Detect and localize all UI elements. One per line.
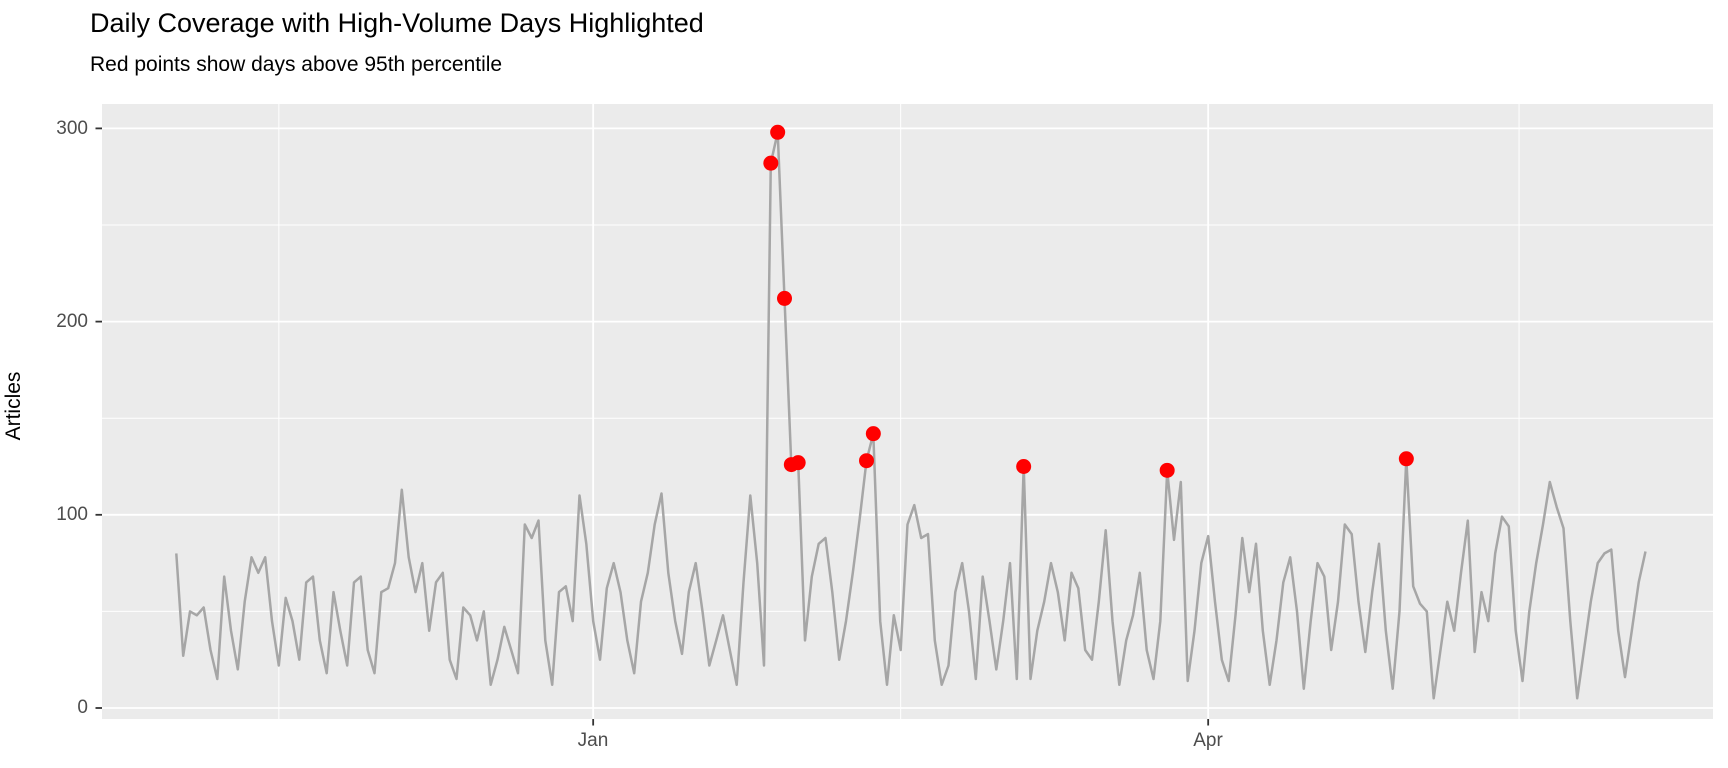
coverage-line [175,131,1647,700]
highlight-point [1159,462,1175,478]
highlight-point [1398,451,1414,467]
y-tick-label-0: 0 [77,697,88,718]
highlight-point [790,455,806,471]
y-tick-label-100: 100 [56,504,88,525]
y-tick-label-200: 200 [56,311,88,332]
highlight-point [865,426,881,442]
highlight-point [777,290,793,306]
chart-title: Daily Coverage with High-Volume Days Hig… [90,8,704,38]
highlight-point [770,124,786,140]
chart-subtitle: Red points show days above 95th percenti… [90,53,503,76]
highlight-point [763,155,779,171]
x-tick-label-apr: Apr [1193,730,1223,751]
y-tick-label-300: 300 [56,118,88,139]
highlight-point [1016,459,1032,474]
x-tick-label-jan: Jan [577,730,609,751]
panel-background [102,104,1713,719]
highlight-point [859,453,875,469]
